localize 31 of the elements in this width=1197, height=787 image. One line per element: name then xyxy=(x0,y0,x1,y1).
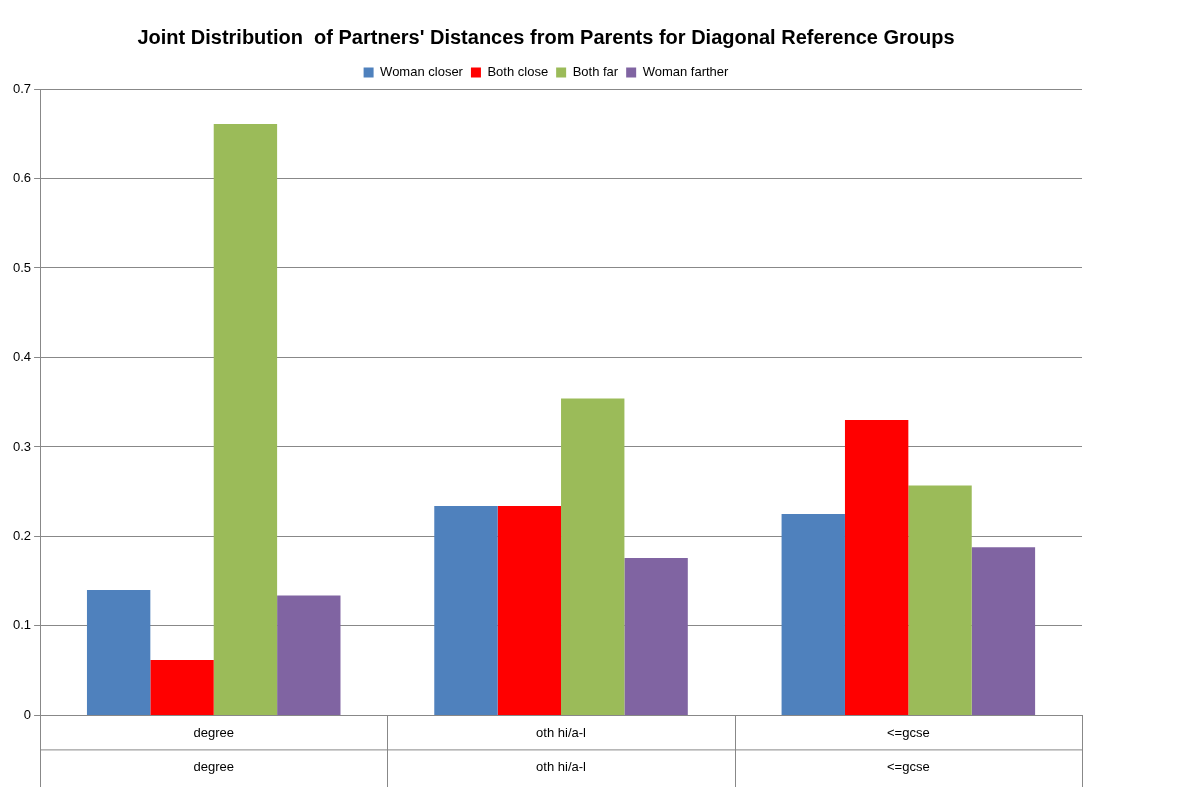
x-tick-label: <=gcse xyxy=(887,724,930,740)
y-tick-label: 0 xyxy=(23,706,32,722)
legend-label: Woman closer xyxy=(380,64,464,80)
bar xyxy=(624,557,688,715)
bar xyxy=(86,590,151,715)
legend-label: Both close xyxy=(487,64,549,80)
bar xyxy=(213,123,278,715)
text: <=gcse xyxy=(887,758,930,774)
y-tick-label: 0.5 xyxy=(12,259,32,275)
y-tick-label: 0.2 xyxy=(12,528,32,544)
chart-title: Joint Distribution of Partners' Distances from Parents for Diagonal Reference Groups xyxy=(137,25,955,48)
text: degree xyxy=(193,758,234,774)
bar xyxy=(971,547,1036,715)
text: oth hi/a-l xyxy=(536,758,587,774)
y-tick-label: 0.1 xyxy=(12,617,32,633)
y-tick-label: 0.3 xyxy=(12,438,32,454)
bar xyxy=(561,398,625,715)
y-tick-label: 0.6 xyxy=(12,170,32,186)
bar xyxy=(908,485,972,715)
bar xyxy=(434,506,498,715)
x-tick-label: oth hi/a-l xyxy=(536,724,587,740)
legend-label: Woman farther xyxy=(642,64,730,80)
bar xyxy=(844,420,909,715)
bar xyxy=(781,514,845,715)
x-tick-label: degree xyxy=(193,724,234,740)
bar xyxy=(277,595,341,715)
y-tick-label: 0.7 xyxy=(12,80,32,96)
bar xyxy=(497,506,562,715)
bar xyxy=(150,659,214,715)
y-tick-label: 0.4 xyxy=(12,349,32,365)
legend-label: Both far xyxy=(572,64,619,80)
